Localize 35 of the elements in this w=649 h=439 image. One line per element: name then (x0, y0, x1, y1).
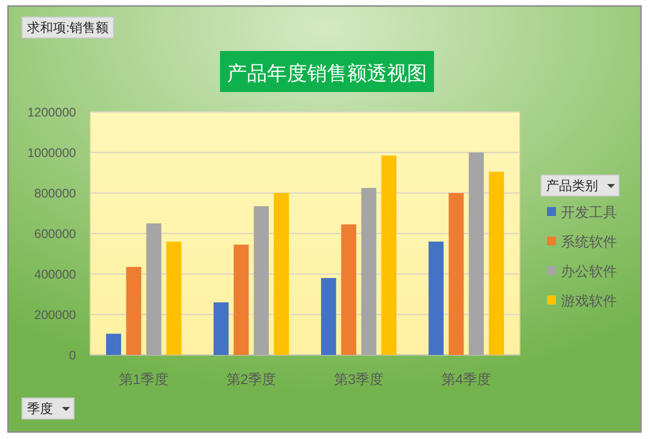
x-tick-label: 第3季度 (334, 371, 384, 387)
x-tick-label: 第4季度 (441, 371, 492, 387)
y-tick-label: 1200000 (27, 106, 76, 120)
bar (361, 188, 376, 355)
legend-label: 开发工具 (561, 204, 617, 220)
bar (166, 242, 182, 355)
x-axis-title: 季度 (27, 401, 53, 416)
bar (488, 172, 504, 355)
bar (428, 242, 444, 355)
bar (214, 302, 229, 355)
bar (341, 224, 356, 355)
bar (321, 278, 336, 355)
y-tick-label: 800000 (34, 186, 76, 200)
legend-label: 办公软件 (561, 263, 617, 279)
x-tick-label: 第1季度 (118, 371, 169, 387)
y-tick-label: 1000000 (27, 146, 76, 160)
bar (106, 334, 122, 355)
text: 求和项:销售额 (27, 20, 109, 35)
y-tick-label: 600000 (34, 227, 76, 241)
y-tick-label: 0 (69, 348, 76, 362)
legend-label: 系统软件 (561, 234, 617, 250)
bar (234, 244, 249, 355)
bar (126, 266, 142, 355)
x-tick-label: 第2季度 (226, 371, 276, 387)
y-tick-label: 200000 (34, 308, 76, 322)
legend-label: 游戏软件 (561, 292, 617, 308)
bar (468, 152, 484, 355)
bar (146, 223, 162, 355)
bar (381, 156, 396, 355)
bar (254, 206, 269, 355)
bar (274, 193, 289, 355)
bar (448, 193, 464, 355)
y-tick-label: 400000 (34, 268, 76, 282)
chart-title: 产品年度销售额透视图 (227, 63, 427, 85)
legend-title: 产品类别 (546, 178, 598, 193)
